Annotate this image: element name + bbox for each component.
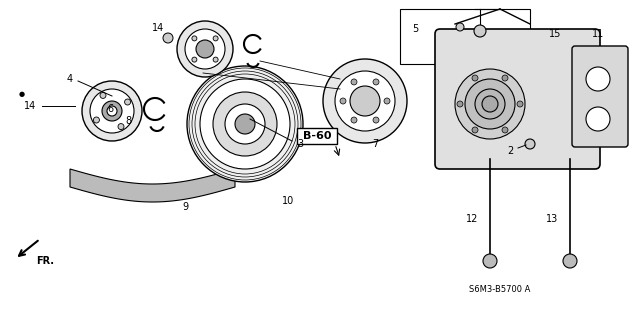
Circle shape	[82, 81, 142, 141]
FancyBboxPatch shape	[572, 46, 628, 147]
Circle shape	[465, 79, 515, 129]
Circle shape	[384, 98, 390, 104]
Circle shape	[340, 98, 346, 104]
Circle shape	[93, 117, 99, 123]
Circle shape	[177, 21, 233, 77]
Circle shape	[373, 79, 379, 85]
Text: 3: 3	[297, 139, 303, 149]
Text: 4: 4	[67, 74, 73, 84]
Circle shape	[107, 106, 117, 116]
Circle shape	[351, 79, 357, 85]
Circle shape	[125, 99, 131, 105]
Text: 8: 8	[125, 116, 131, 126]
Text: ●: ●	[19, 91, 25, 97]
Circle shape	[456, 23, 464, 31]
Circle shape	[192, 36, 197, 41]
FancyBboxPatch shape	[435, 29, 600, 169]
Circle shape	[483, 254, 497, 268]
PathPatch shape	[70, 169, 235, 202]
Text: 15: 15	[549, 29, 561, 39]
Circle shape	[472, 75, 478, 81]
Text: S6M3-B5700 A: S6M3-B5700 A	[469, 285, 531, 293]
Text: 2: 2	[507, 146, 513, 156]
Circle shape	[213, 57, 218, 62]
Circle shape	[563, 254, 577, 268]
Circle shape	[586, 107, 610, 131]
Text: 13: 13	[546, 214, 558, 224]
Text: 5: 5	[412, 24, 418, 34]
Text: 14: 14	[152, 23, 164, 33]
Text: 9: 9	[182, 202, 188, 212]
Text: 12: 12	[466, 214, 478, 224]
Circle shape	[350, 86, 380, 116]
Circle shape	[517, 101, 523, 107]
Text: 6: 6	[107, 104, 113, 114]
Text: 10: 10	[282, 196, 294, 206]
Circle shape	[90, 89, 134, 133]
Circle shape	[482, 96, 498, 112]
Circle shape	[502, 127, 508, 133]
Circle shape	[455, 69, 525, 139]
Bar	[297, 128, 337, 144]
Circle shape	[335, 71, 395, 131]
Text: 7: 7	[372, 139, 378, 149]
Text: FR.: FR.	[36, 256, 54, 266]
Circle shape	[187, 66, 303, 182]
Circle shape	[196, 40, 214, 58]
Circle shape	[185, 29, 225, 69]
Circle shape	[192, 57, 197, 62]
Circle shape	[235, 114, 255, 134]
Circle shape	[100, 93, 106, 99]
Circle shape	[586, 67, 610, 91]
Circle shape	[525, 139, 535, 149]
Circle shape	[373, 117, 379, 123]
Circle shape	[200, 79, 290, 169]
Circle shape	[213, 92, 277, 156]
Circle shape	[474, 25, 486, 37]
Circle shape	[457, 101, 463, 107]
Text: B-60: B-60	[303, 131, 332, 141]
Circle shape	[351, 117, 357, 123]
Circle shape	[163, 33, 173, 43]
Circle shape	[225, 104, 265, 144]
Circle shape	[472, 127, 478, 133]
Circle shape	[213, 36, 218, 41]
Circle shape	[323, 59, 407, 143]
Circle shape	[118, 123, 124, 130]
Circle shape	[475, 89, 505, 119]
Circle shape	[102, 101, 122, 121]
Bar	[400, 9, 530, 64]
Text: 11: 11	[592, 29, 604, 39]
Text: 14: 14	[24, 101, 36, 111]
Circle shape	[502, 75, 508, 81]
